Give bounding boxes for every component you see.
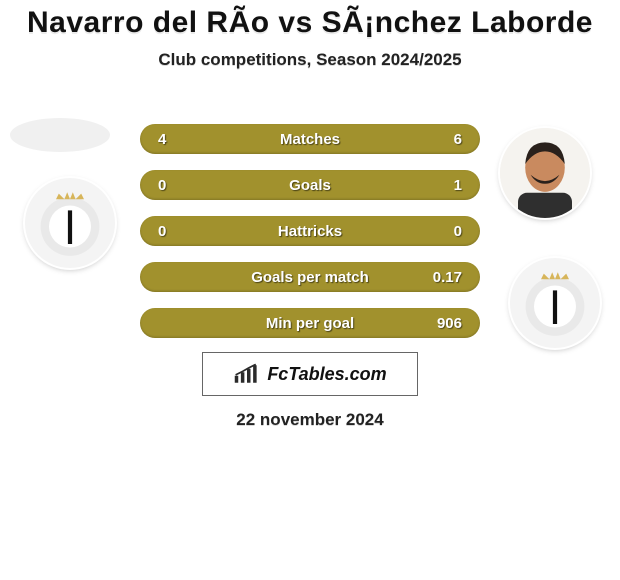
card-date: 22 november 2024 xyxy=(236,410,383,430)
card-title: Navarro del RÃ­o vs SÃ¡nchez Laborde xyxy=(0,0,620,40)
stat-label: Goals xyxy=(289,177,331,194)
stat-value-left: 4 xyxy=(158,131,166,148)
stat-value-right: 6 xyxy=(454,131,462,148)
stat-value-left: 0 xyxy=(158,223,166,240)
stat-label: Goals per match xyxy=(251,269,369,286)
comparison-card: Navarro del RÃ­o vs SÃ¡nchez Laborde Clu… xyxy=(0,0,620,580)
stat-label: Matches xyxy=(280,131,340,148)
card-subtitle: Club competitions, Season 2024/2025 xyxy=(0,50,620,70)
player-avatar-right xyxy=(500,128,590,218)
stat-row: Goals per match 0.17 xyxy=(140,262,480,292)
stat-value-right: 0 xyxy=(454,223,462,240)
stat-row: Min per goal 906 xyxy=(140,308,480,338)
stat-value-left: 0 xyxy=(158,177,166,194)
crest-icon xyxy=(520,268,590,338)
stat-label: Min per goal xyxy=(266,315,354,332)
stat-rows: 4 Matches 6 0 Goals 1 0 Hattricks 0 Goals per mat… xyxy=(140,124,480,338)
stat-value-right: 906 xyxy=(437,315,462,332)
player-avatar-left xyxy=(10,118,110,152)
stat-value-right: 0.17 xyxy=(433,269,462,286)
avatar-right-illustration xyxy=(500,128,590,218)
branding-text: FcTables.com xyxy=(267,364,386,385)
stat-row: 4 Matches 6 xyxy=(140,124,480,154)
branding-icon xyxy=(233,362,261,386)
club-crest-right xyxy=(510,258,600,348)
crest-icon xyxy=(35,188,105,258)
stat-label: Hattricks xyxy=(278,223,342,240)
stat-row: 0 Hattricks 0 xyxy=(140,216,480,246)
branding-box: FcTables.com xyxy=(202,352,418,396)
stat-value-right: 1 xyxy=(454,177,462,194)
club-crest-left xyxy=(25,178,115,268)
stat-row: 0 Goals 1 xyxy=(140,170,480,200)
